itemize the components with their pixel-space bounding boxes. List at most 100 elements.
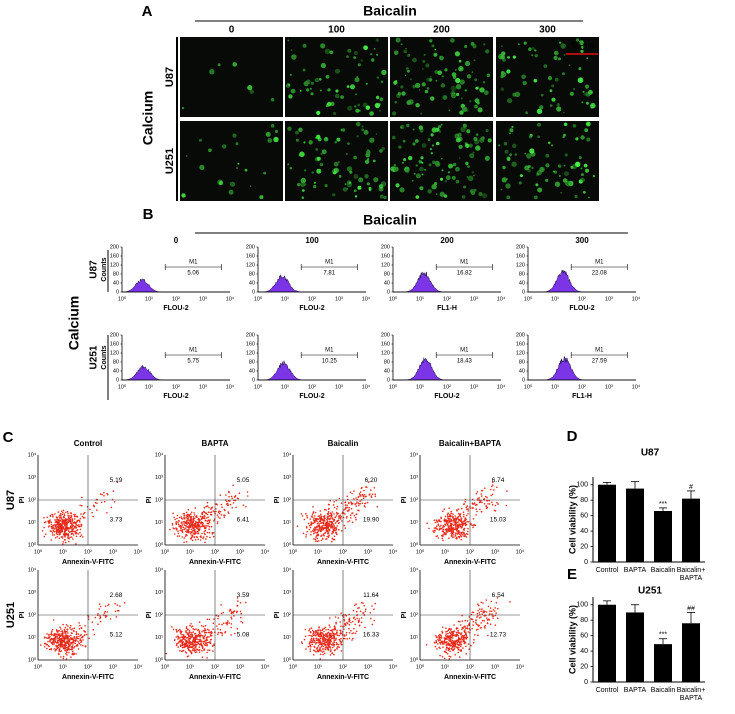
event [350,507,353,510]
cell-fluorescence [301,189,305,192]
event [232,484,234,487]
cell-fluorescence [334,68,340,74]
event [77,637,80,640]
cell-fluorescence [451,164,454,167]
y-tick-label: 10³ [28,590,36,596]
cell-fluorescence [357,103,361,107]
cell-fluorescence [329,50,334,55]
cell-fluorescence [424,168,426,171]
event [100,501,103,504]
event [201,521,204,524]
x-tick-label: 10⁰ [34,663,43,670]
cell-fluorescence [290,49,293,52]
event [245,601,247,604]
event [70,536,73,538]
event [477,603,479,605]
event [491,613,493,615]
cell-fluorescence [483,90,489,96]
event [451,633,454,635]
event [203,533,206,535]
event [208,649,211,651]
event [52,530,54,532]
event [438,529,441,531]
cell-fluorescence [412,142,416,146]
event [346,621,348,624]
y-tick-label: 40 [249,368,255,374]
event [461,620,464,622]
event [451,646,454,649]
event [323,650,325,653]
cell-fluorescence [289,73,292,76]
cell-fluorescence [466,74,472,79]
event [354,604,356,607]
event [98,603,101,605]
cell-fluorescence [501,45,503,47]
event [340,632,343,635]
event [181,641,184,644]
event [187,638,190,640]
event [228,610,231,612]
event [193,639,196,642]
cell-fluorescence [462,123,467,128]
event [487,605,490,608]
quadrant-value: 6.54 [492,592,505,599]
event [459,525,462,528]
cell-fluorescence [327,88,331,92]
event [449,640,451,643]
cell-fluorescence [365,82,368,85]
event [318,650,320,652]
y-tick-label: 160 [381,253,390,259]
cell-fluorescence [289,166,293,170]
event [321,651,324,653]
event [195,634,197,637]
event [221,634,224,636]
y-tick-label: 80 [580,617,588,624]
y-tick-label: 60 [580,632,588,639]
event [206,636,209,638]
event [475,508,478,510]
event [65,634,68,636]
y-tick-label: 10⁰ [155,541,164,548]
event [62,623,64,626]
cell-fluorescence [464,60,471,67]
event [223,514,225,516]
cell-fluorescence [504,149,509,154]
event [448,647,451,649]
event [56,647,59,650]
event [81,636,84,639]
x-tick-label: 10⁰ [524,295,533,302]
event [92,515,94,518]
event [191,525,194,528]
event [325,509,327,511]
event [476,510,478,513]
event [484,610,486,612]
cell-fluorescence [422,60,426,63]
cell-fluorescence [418,160,422,164]
event [305,534,308,536]
event [40,644,42,646]
event [205,524,207,527]
event [206,520,208,522]
event [366,501,369,504]
cell-fluorescence [509,153,512,157]
event [58,650,60,652]
event [53,648,55,650]
x-tick-label: 10² [308,384,316,390]
cell-fluorescence [524,152,527,155]
event [446,640,448,643]
event [463,515,465,518]
event [315,647,318,650]
cell-fluorescence [525,111,528,114]
event [319,640,322,642]
event [305,648,307,650]
event [70,634,72,637]
event [476,491,479,493]
event [190,623,192,625]
event [328,518,331,520]
event [183,518,186,520]
event [340,502,343,505]
event [75,532,78,534]
cell-fluorescence [335,89,339,93]
event [305,526,308,528]
cell-fluorescence [349,181,352,184]
